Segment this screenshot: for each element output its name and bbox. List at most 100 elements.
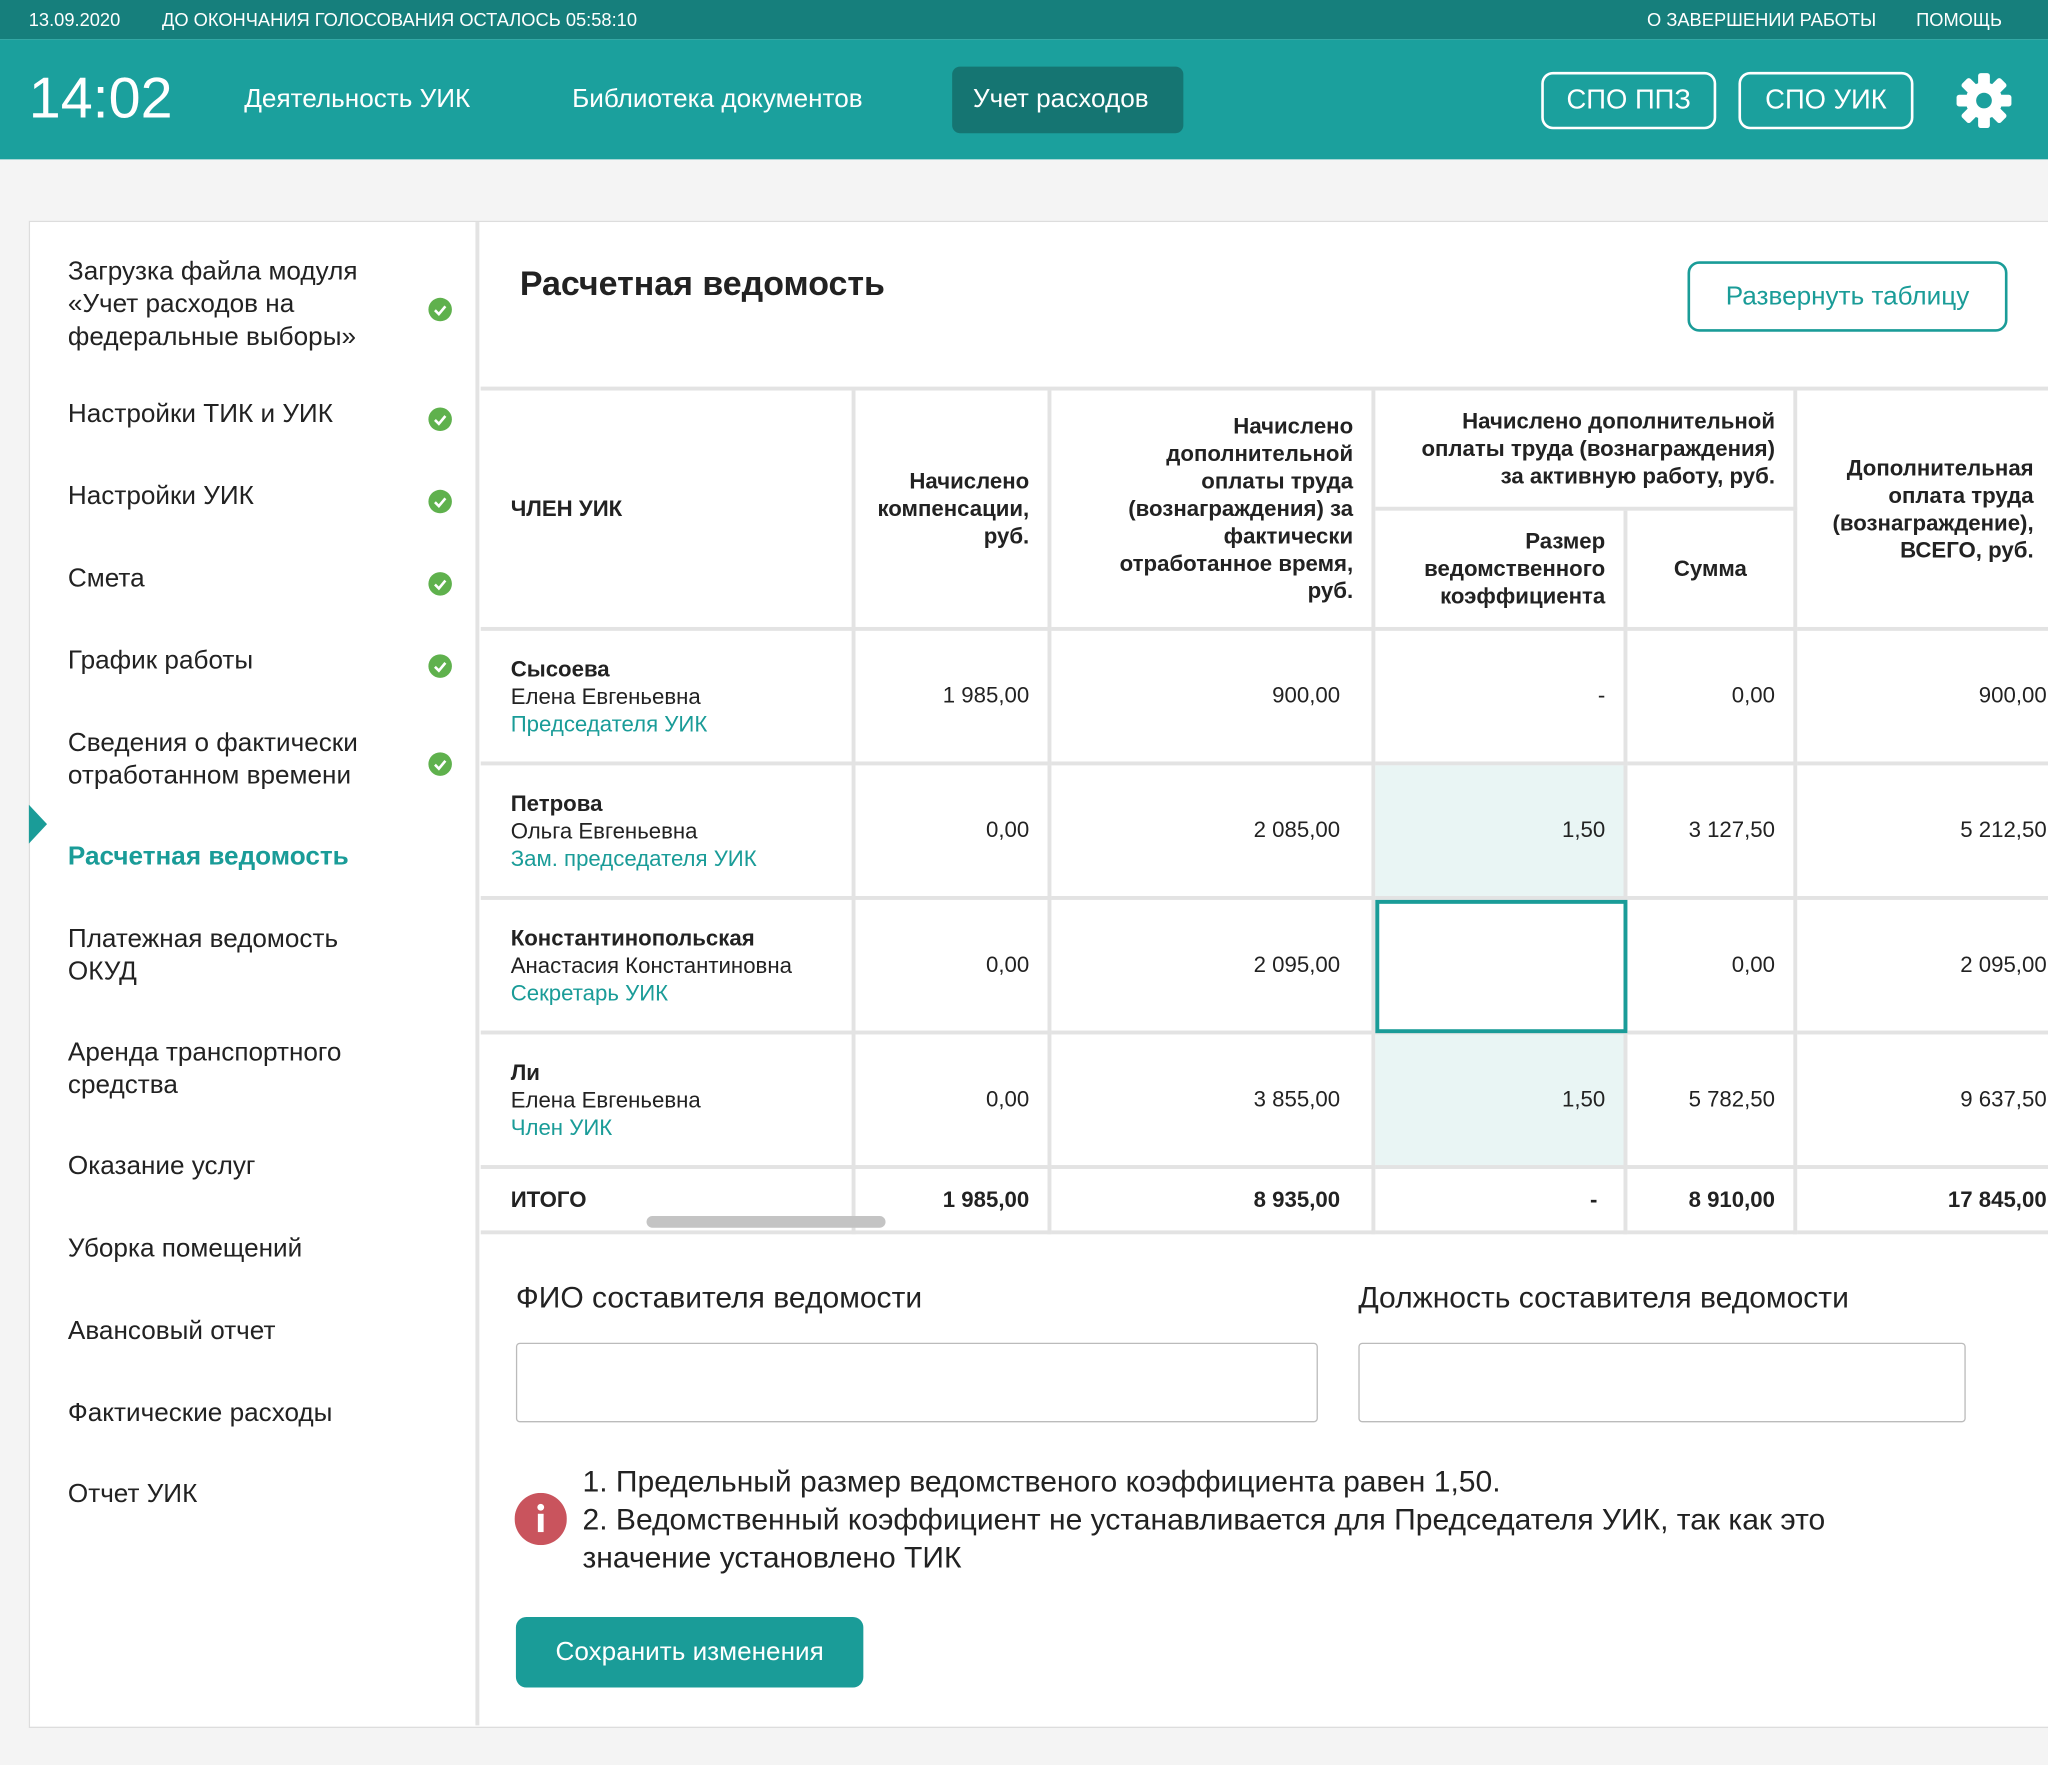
check-mark — [434, 579, 447, 590]
header-cell: Начислено дополнительной оплаты труда (в… — [1375, 390, 1798, 511]
scrollbar[interactable] — [646, 1215, 886, 1228]
check-icon — [428, 653, 452, 678]
member-name: Ольга Евгеньевна — [510, 818, 698, 844]
sidebar-item[interactable]: Аренда транспортного средства — [67, 1038, 342, 1100]
value-cell: 3 855,00 — [1051, 1034, 1376, 1169]
sidebar-item[interactable]: Платежная ведомость ОКУД — [67, 924, 339, 987]
value-cell: 3 127,50 — [1627, 765, 1798, 900]
check-icon — [428, 571, 452, 595]
sidebar-item[interactable]: Уборка помещений — [67, 1234, 303, 1264]
member-cell: Ли Елена Евгеньевна Член УИК — [480, 1034, 856, 1169]
member-role: Член УИК — [510, 1114, 613, 1140]
total-cell: 8 935,00 — [1051, 1168, 1376, 1235]
member-surname: Петрова — [510, 790, 603, 816]
check-mark — [434, 661, 447, 672]
table: ЧЛЕН УИК Начислено компенсации, руб. Начис… — [480, 386, 2048, 1240]
value-cell: 0,00 — [855, 899, 1052, 1035]
value-cell: 0,00 — [1627, 630, 1798, 766]
spo-button[interactable]: СПО ППЗ — [1541, 71, 1717, 130]
coefficient-cell: 1,50 — [1375, 1034, 1628, 1169]
header-cell: Начислено дополнительной оплаты труда (в… — [1051, 390, 1376, 631]
total-cell: - — [1375, 1168, 1628, 1235]
total-cell: 17 845,00 — [1797, 1169, 2048, 1235]
top-bar: 13.09.2020 ДО ОКОНЧАНИЯ ГОЛОСОВАНИЯ ОСТА… — [0, 0, 2048, 40]
nav-active-bg — [952, 66, 1184, 134]
check-mark — [434, 414, 447, 426]
member-cell: Сысоева Елена Евгеньевна Председателя УИК — [480, 630, 856, 766]
sidebar-item[interactable]: Оказание услуг — [67, 1151, 256, 1181]
check-mark — [434, 759, 447, 771]
total-label: ИТОГО — [480, 1168, 856, 1235]
field-label: ФИО составителя ведомости — [515, 1279, 923, 1314]
value-cell: 5 212,50 — [1797, 765, 2048, 900]
member-name: Елена Евгеньевна — [510, 1087, 701, 1113]
member-surname: Константинопольская — [510, 925, 755, 951]
date: 13.09.2020 — [28, 9, 121, 31]
sidebar-item[interactable]: Расчетная ведомость — [67, 842, 349, 872]
save-button[interactable]: Сохранить изменения — [515, 1616, 864, 1688]
sidebar-item[interactable]: Фактические расходы — [67, 1398, 333, 1428]
sidebar-item[interactable]: Смета — [67, 564, 145, 593]
clock: 14:02 — [28, 66, 173, 131]
member-role: Секретарь УИК — [510, 980, 669, 1006]
value-cell: 2 085,00 — [1051, 765, 1376, 900]
sidebar-item[interactable]: Настройки ТИК и УИК — [67, 399, 333, 429]
divider — [475, 222, 480, 1726]
check-mark — [434, 304, 447, 316]
sidebar-item[interactable]: Настройки УИК — [67, 481, 254, 511]
input-focus[interactable] — [1375, 899, 1628, 1034]
sidebar-item[interactable]: График работы — [67, 646, 254, 676]
text-input[interactable] — [1358, 1342, 1966, 1423]
note: 1. Предельный размер ведомственого коэфф… — [582, 1464, 1501, 1499]
value-cell: 0,00 — [855, 1034, 1052, 1169]
member-surname: Ли — [510, 1059, 540, 1085]
check-icon — [428, 489, 452, 513]
active-marker — [28, 804, 48, 844]
value-cell: 2 095,00 — [1051, 899, 1376, 1035]
note: 2. Ведомственный коэффициент не устанавл… — [582, 1502, 1826, 1574]
value-cell: 9 637,50 — [1797, 1034, 2048, 1169]
total-cell: 1 985,00 — [855, 1168, 1052, 1235]
expand-button[interactable]: Развернуть таблицу — [1687, 261, 2008, 332]
value-cell: 900,00 — [1797, 631, 2048, 766]
member-role: Зам. председателя УИК — [510, 845, 757, 871]
notes: 1. Предельный размер ведомственого коэфф… — [583, 1463, 1889, 1577]
value-cell: 0,00 — [855, 765, 1052, 900]
top-link[interactable]: ПОМОЩЬ — [1916, 9, 2003, 31]
info-icon — [514, 1492, 567, 1546]
sidebar-item[interactable]: Отчет УИК — [67, 1479, 198, 1509]
header: 14:02 СПО ППЗ СПО УИК Деятельность УИК Би… — [0, 39, 2048, 160]
sidebar-item[interactable]: Авансовый отчет — [67, 1316, 276, 1346]
sidebar-item[interactable]: Загрузка файла модуля «Учет расходов на … — [67, 257, 358, 352]
countdown: ДО ОКОНЧАНИЯ ГОЛОСОВАНИЯ ОСТАЛОСЬ 05:58:… — [161, 9, 637, 31]
check-icon — [428, 406, 452, 431]
member-role: Председателя УИК — [510, 711, 708, 736]
sidebar-item[interactable]: Сведения о фактически отработанном време… — [67, 728, 358, 791]
nav-item[interactable]: Библиотека документов — [572, 84, 863, 114]
header-cell: Дополнительная оплата труда (вознагражде… — [1797, 391, 2048, 631]
text-input[interactable] — [515, 1342, 1318, 1423]
member-surname: Сысоева — [510, 656, 610, 682]
check-icon — [428, 297, 452, 321]
value-cell: 0,00 — [1627, 899, 1798, 1035]
settings-icon[interactable] — [1955, 72, 2012, 129]
field-label: Должность составителя ведомости — [1358, 1279, 1849, 1314]
header-cell: ЧЛЕН УИК — [480, 390, 856, 631]
value-cell: 900,00 — [1051, 630, 1376, 766]
spo-button[interactable]: СПО УИК — [1738, 71, 1914, 130]
panel — [28, 220, 2048, 1728]
value-cell: 1 985,00 — [855, 630, 1052, 766]
coefficient-cell: 1,50 — [1375, 765, 1628, 900]
check-mark — [434, 496, 447, 508]
member-cell: Петрова Ольга Евгеньевна Зам. председателя… — [480, 765, 856, 900]
top-link[interactable]: О ЗАВЕРШЕНИИ РАБОТЫ — [1647, 9, 1877, 31]
nav-item[interactable]: Учет расходов — [973, 84, 1149, 114]
member-cell: Константинопольская Анастасия Константино… — [480, 899, 856, 1035]
page-title: Расчетная ведомость — [519, 263, 885, 304]
member-name: Елена Евгеньевна — [510, 683, 701, 709]
header-cell: Размер ведомственного коэффициента — [1375, 510, 1628, 631]
header-cell: Начислено компенсации, руб. — [855, 390, 1052, 631]
nav-item[interactable]: Деятельность УИК — [244, 84, 471, 114]
